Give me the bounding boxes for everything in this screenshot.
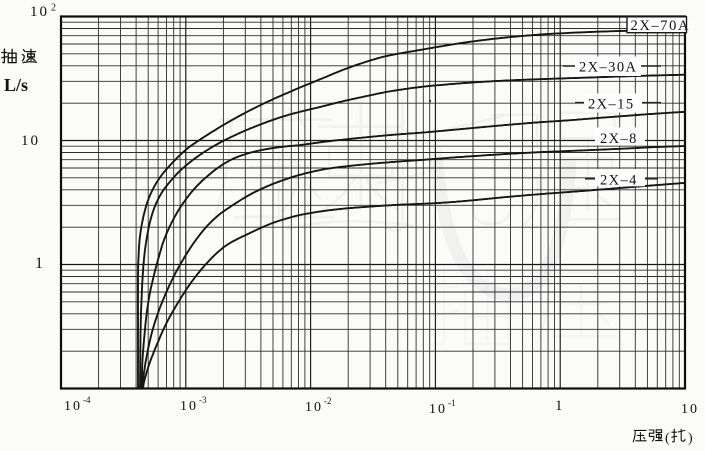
svg-text:1: 1: [35, 255, 43, 272]
svg-text:10: 10: [180, 399, 198, 414]
svg-text:2X–8: 2X–8: [600, 131, 638, 147]
svg-text:2X–30A: 2X–30A: [579, 60, 637, 76]
svg-text:10: 10: [30, 4, 49, 20]
svg-text:2X–4: 2X–4: [600, 172, 638, 188]
svg-text:-2: -2: [324, 396, 332, 406]
svg-text:10: 10: [429, 402, 447, 417]
svg-text:-1: -1: [448, 398, 456, 408]
svg-text:-3: -3: [199, 395, 207, 405]
svg-text:L/s: L/s: [4, 75, 28, 95]
svg-text:10: 10: [305, 400, 323, 415]
svg-text:2: 2: [51, 3, 56, 14]
svg-text:10: 10: [64, 399, 82, 414]
svg-text:2X–15: 2X–15: [588, 96, 634, 112]
svg-text:-4: -4: [83, 395, 91, 405]
svg-text:): ): [688, 431, 693, 446]
svg-text:10: 10: [681, 402, 699, 417]
svg-text:1: 1: [555, 398, 563, 414]
svg-text:(: (: [665, 431, 670, 446]
svg-text:2X–70A: 2X–70A: [631, 18, 691, 34]
svg-text:10: 10: [21, 133, 40, 149]
